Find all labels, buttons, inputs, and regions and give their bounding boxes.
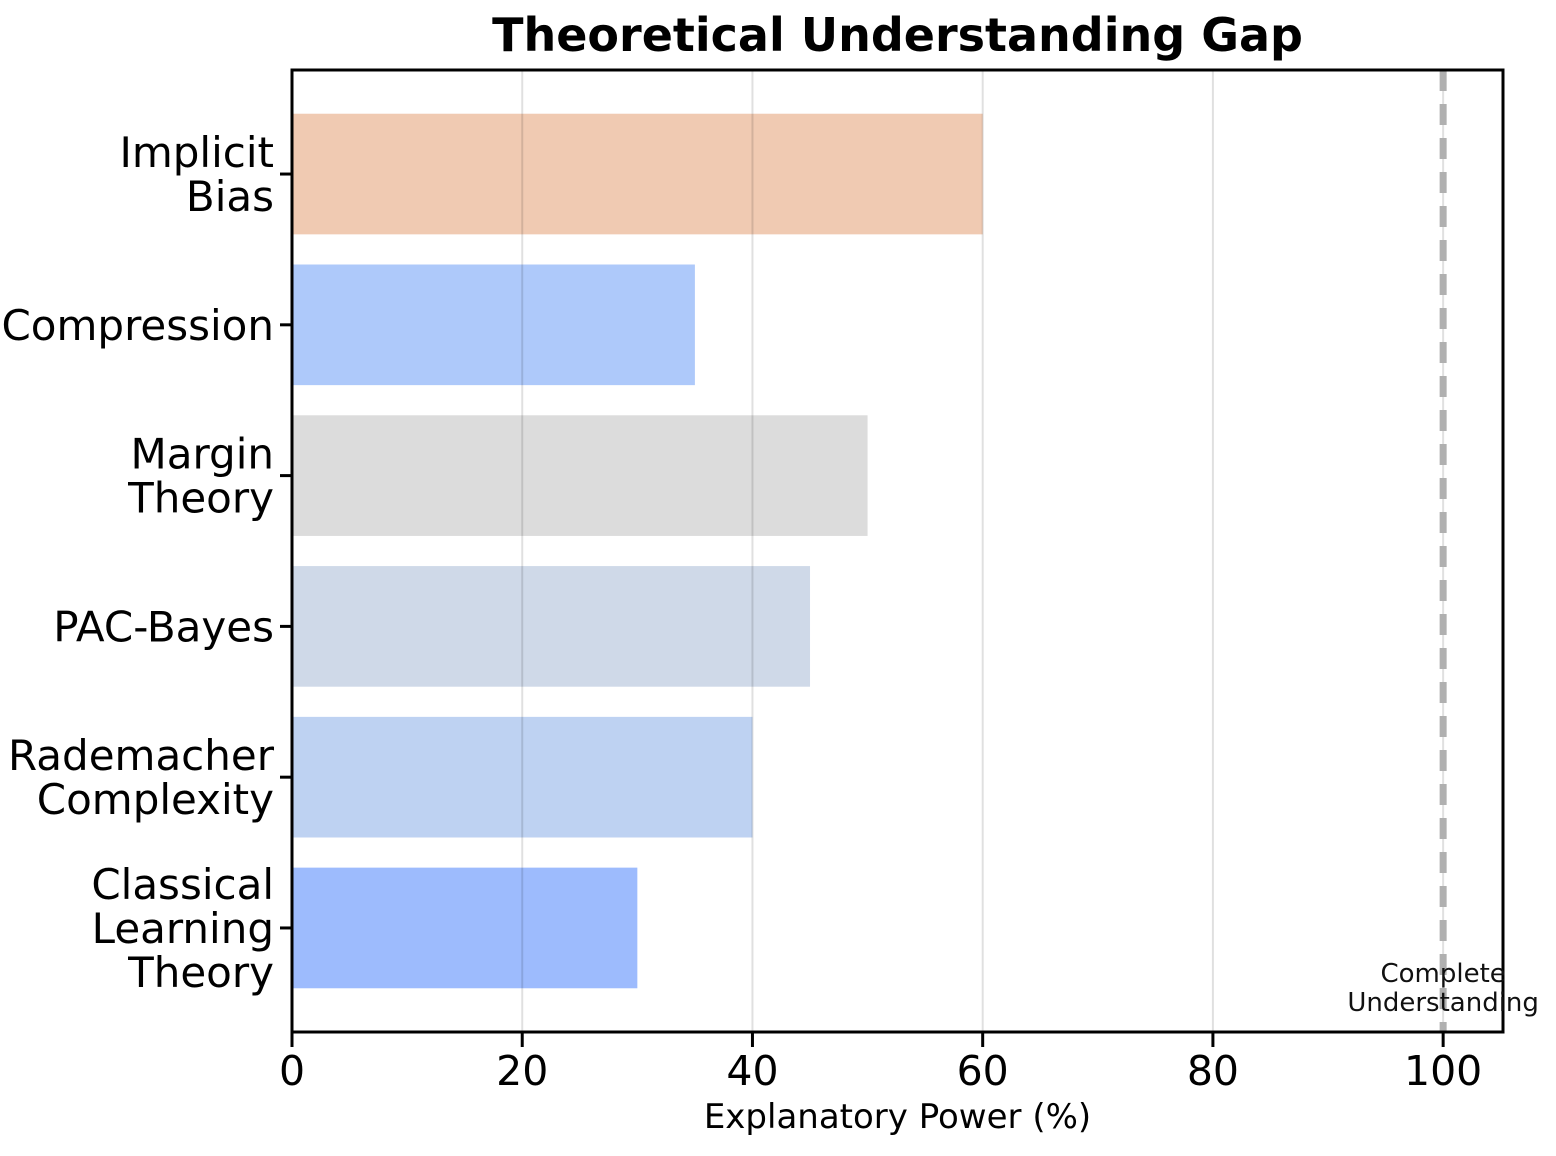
bar-pac-bayes bbox=[292, 566, 811, 687]
x-tick-label-20: 20 bbox=[496, 1047, 548, 1095]
bar-compression bbox=[292, 264, 695, 386]
y-tick-label-compression: Compression bbox=[1, 301, 274, 350]
plot-border bbox=[290, 68, 1505, 1034]
y-tick-label-implicit-bias: Implicit Bias bbox=[119, 128, 274, 221]
bar-margin-theory bbox=[292, 415, 868, 536]
x-tick-label-60: 60 bbox=[957, 1047, 1009, 1095]
y-tick-label-classical-learning-theory: Classical Learning Theory bbox=[91, 860, 274, 997]
x-tick-label-40: 40 bbox=[726, 1047, 778, 1095]
x-tick-label-0: 0 bbox=[279, 1047, 305, 1095]
x-axis-label: Explanatory Power (%) bbox=[703, 1097, 1092, 1137]
y-tick-label-margin-theory: Margin Theory bbox=[127, 430, 274, 523]
x-tick-label-100: 100 bbox=[1404, 1047, 1482, 1095]
y-tick-label-rademacher-complexity: Rademacher Complexity bbox=[8, 731, 275, 824]
reference-line-label: Complete Understanding bbox=[1347, 959, 1539, 1018]
y-tick-label-pac-bayes: PAC-Bayes bbox=[53, 602, 274, 651]
chart-title: Theoretical Understanding Gap bbox=[492, 8, 1303, 62]
x-tick-label-80: 80 bbox=[1187, 1047, 1239, 1095]
bar-classical-learning-theory bbox=[292, 867, 638, 989]
bar-rademacher-complexity bbox=[292, 716, 753, 838]
bar-implicit-bias bbox=[292, 113, 983, 235]
